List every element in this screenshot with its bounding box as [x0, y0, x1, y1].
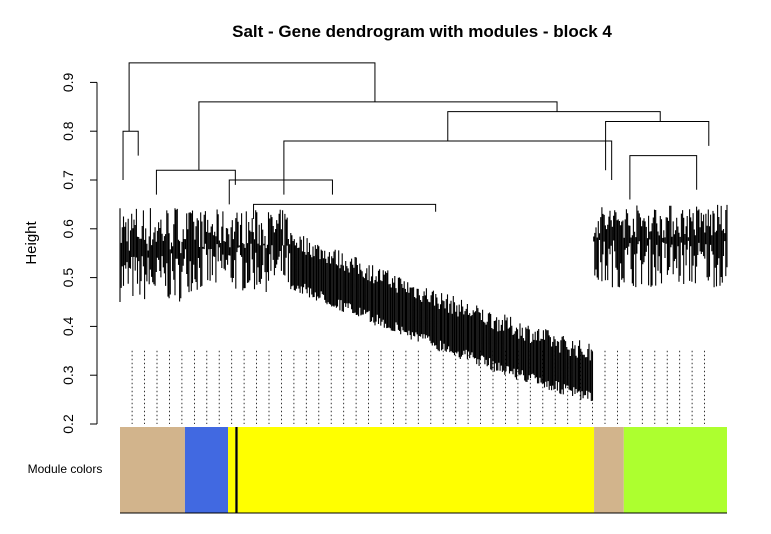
y-tick-label: 0.5	[60, 268, 76, 288]
module-color-bar	[120, 427, 727, 514]
module-block-black	[235, 427, 238, 513]
leaf-lines	[119, 204, 728, 424]
y-tick-label: 0.8	[60, 121, 76, 141]
y-tick-label: 0.6	[60, 219, 76, 239]
y-axis: 0.2 0.3 0.4 0.5 0.6 0.7 0.8 0.9	[60, 72, 98, 434]
y-tick-label: 0.7	[60, 170, 76, 190]
merge-link	[128, 62, 376, 132]
y-tick-label: 0.4	[60, 316, 76, 336]
leaf-branches	[119, 204, 728, 401]
merge-link	[283, 140, 613, 195]
module-block-tan	[120, 427, 185, 513]
merge-link	[228, 179, 333, 205]
leaf-drop-lines	[131, 350, 705, 424]
merge-link	[447, 111, 661, 141]
merge-link	[253, 203, 437, 220]
chart-title: Salt - Gene dendrogram with modules - bl…	[232, 22, 612, 41]
dendrogram-tree	[122, 62, 710, 220]
module-block-tan	[594, 427, 624, 513]
merge-link	[605, 120, 710, 171]
module-block-yellow	[237, 427, 595, 513]
module-block-greenyellow	[623, 427, 727, 513]
merge-link	[629, 155, 698, 200]
y-tick-label: 0.2	[60, 414, 76, 434]
merge-link	[198, 101, 558, 171]
y-axis-label: Height	[23, 220, 40, 264]
merge-link	[122, 130, 139, 180]
module-colors-label: Module colors	[28, 462, 103, 476]
module-block-yellow	[228, 427, 236, 513]
merge-link	[155, 169, 236, 195]
y-tick-label: 0.3	[60, 365, 76, 385]
module-block-royalblue	[184, 427, 229, 513]
y-tick-label: 0.9	[60, 72, 76, 92]
